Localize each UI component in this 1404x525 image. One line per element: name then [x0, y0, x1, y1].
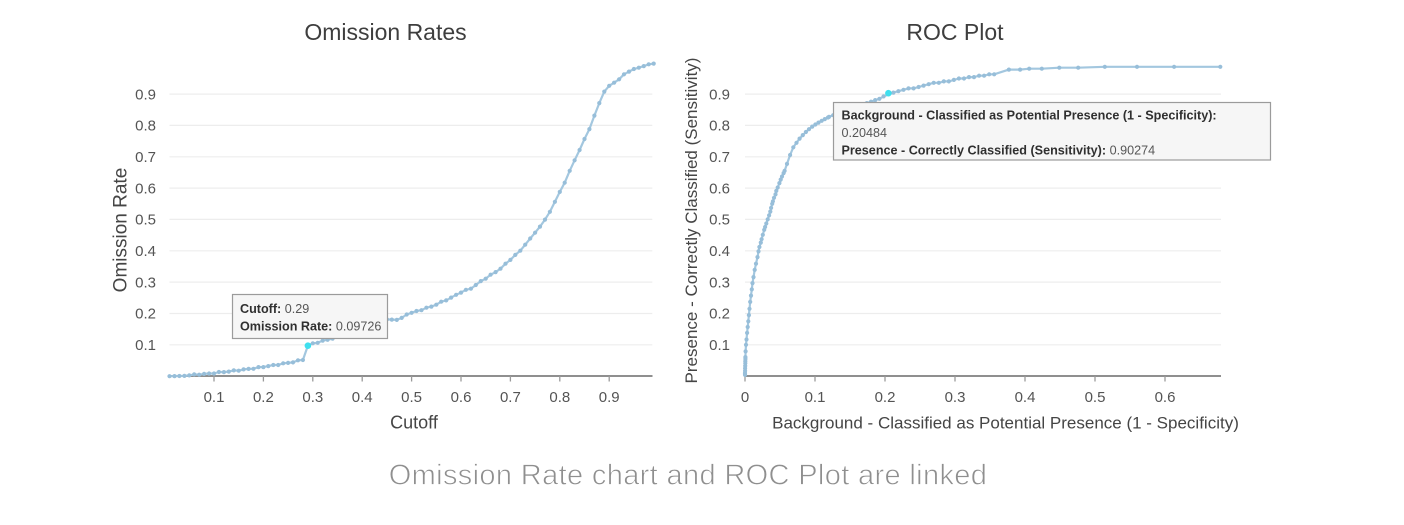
svg-text:Background - Classified as Pot: Background - Classified as Potential Pre…	[772, 414, 1239, 433]
svg-text:Cutoff: Cutoff	[390, 413, 439, 433]
svg-text:0.5: 0.5	[1085, 389, 1106, 406]
svg-text:0.1: 0.1	[204, 389, 225, 406]
svg-text:0.4: 0.4	[352, 389, 373, 406]
svg-text:0.7: 0.7	[500, 389, 521, 406]
svg-text:0.6: 0.6	[1155, 389, 1176, 406]
svg-text:Omission Rate: Omission Rate	[111, 168, 132, 293]
svg-text:0.9: 0.9	[599, 389, 620, 406]
svg-text:0.2: 0.2	[875, 389, 896, 406]
svg-text:0.4: 0.4	[135, 243, 156, 260]
svg-text:0.5: 0.5	[401, 389, 422, 406]
svg-text:0.1: 0.1	[805, 389, 826, 406]
svg-text:0.8: 0.8	[709, 118, 730, 135]
svg-text:0.9: 0.9	[709, 86, 730, 103]
svg-text:0.7: 0.7	[709, 149, 730, 166]
svg-text:Omission Rate chart and ROC Pl: Omission Rate chart and ROC Plot are lin…	[389, 460, 988, 492]
svg-text:0.3: 0.3	[135, 274, 156, 291]
svg-text:Presence - Correctly Classifie: Presence - Correctly Classified (Sensiti…	[842, 144, 1156, 158]
svg-text:0.5: 0.5	[709, 212, 730, 229]
svg-text:0.4: 0.4	[1015, 389, 1036, 406]
svg-text:Omission Rates: Omission Rates	[304, 19, 466, 45]
svg-text:Presence - Correctly Classif: Presence - Correctly Classified (Sensiti…	[682, 58, 701, 384]
svg-text:0.4: 0.4	[709, 243, 730, 260]
svg-text:0.2: 0.2	[135, 306, 156, 323]
svg-text:0.1: 0.1	[135, 337, 156, 354]
svg-text:0.8: 0.8	[549, 389, 570, 406]
svg-text:0.3: 0.3	[945, 389, 966, 406]
svg-text:0.2: 0.2	[253, 389, 274, 406]
svg-text:0.9: 0.9	[135, 86, 156, 103]
svg-text:0.5: 0.5	[135, 212, 156, 229]
svg-text:0.3: 0.3	[709, 274, 730, 291]
svg-text:Background - Classified as Pot: Background - Classified as Potential Pre…	[842, 109, 1217, 123]
svg-text:0.2: 0.2	[709, 306, 730, 323]
svg-text:0.3: 0.3	[302, 389, 323, 406]
svg-text:0.6: 0.6	[451, 389, 472, 406]
svg-text:0: 0	[741, 389, 749, 406]
svg-text:Omission Rate: 0.09726: Omission Rate: 0.09726	[240, 320, 381, 334]
svg-text:Cutoff: 0.29: Cutoff: 0.29	[240, 302, 309, 316]
svg-text:0.20484: 0.20484	[842, 126, 888, 140]
svg-text:0.1: 0.1	[709, 337, 730, 354]
svg-text:0.6: 0.6	[135, 180, 156, 197]
svg-text:0.6: 0.6	[709, 180, 730, 197]
svg-text:0.8: 0.8	[135, 118, 156, 135]
svg-text:0.7: 0.7	[135, 149, 156, 166]
svg-text:ROC Plot: ROC Plot	[906, 19, 1004, 45]
